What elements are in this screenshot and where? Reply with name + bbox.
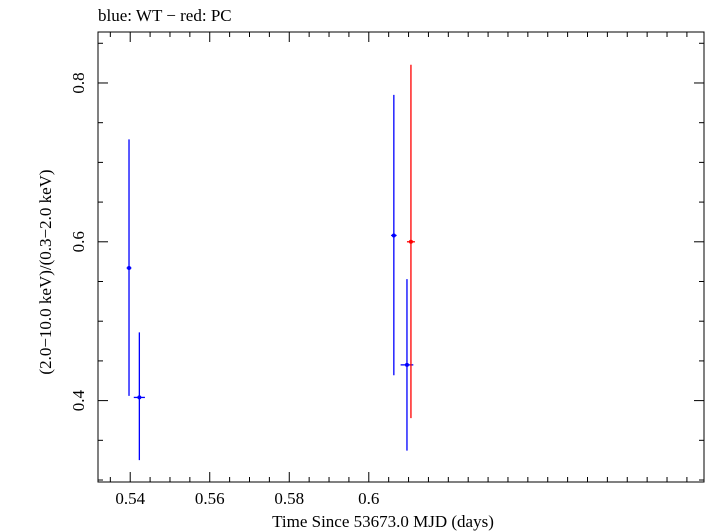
data-point: [391, 94, 397, 376]
data-point: [406, 64, 415, 419]
x-axis-label: Time Since 53673.0 MJD (days): [272, 512, 494, 531]
point-marker: [391, 233, 396, 238]
y-tick-label: 0.6: [69, 231, 88, 252]
x-tick-label: 0.6: [358, 489, 379, 508]
y-tick-label: 0.8: [69, 72, 88, 93]
data-point: [133, 332, 145, 461]
y-axis-label: (2.0−10.0 keV)/(0.3−2.0 keV): [36, 169, 55, 374]
x-tick-label: 0.56: [195, 489, 225, 508]
plot-frame: [97, 31, 705, 483]
y-tick-label: 0.4: [69, 389, 88, 411]
x-tick-label: 0.54: [115, 489, 145, 508]
point-marker: [408, 239, 413, 244]
series-layer: [126, 64, 415, 461]
series-pc: [406, 64, 415, 419]
point-marker: [137, 395, 142, 400]
data-point: [126, 139, 132, 396]
plot-border: [97, 31, 705, 483]
series-wt: [126, 94, 414, 461]
point-marker: [127, 265, 132, 270]
point-marker: [404, 362, 409, 367]
x-tick-label: 0.58: [274, 489, 304, 508]
chart-title: blue: WT − red: PC: [98, 6, 232, 25]
y-axis: 0.4 0.6 0.8: [69, 42, 704, 481]
x-axis: 0.54 0.56 0.58 0.6: [109, 32, 688, 508]
